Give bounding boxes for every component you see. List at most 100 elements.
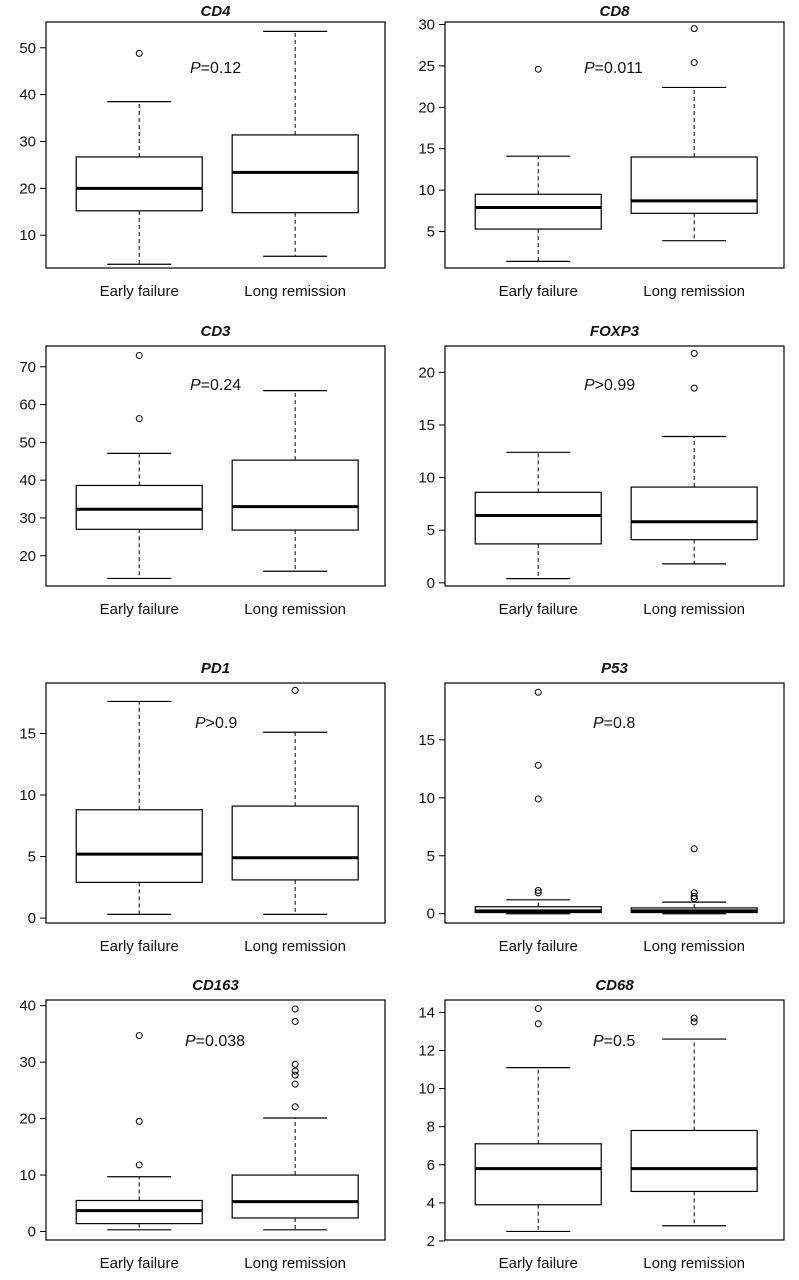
y-tick-label: 15 bbox=[418, 732, 435, 749]
y-tick-label: 0 bbox=[427, 906, 435, 923]
box-iqr bbox=[474, 1143, 602, 1206]
box-iqr bbox=[231, 805, 359, 881]
panel-title: CD163 bbox=[192, 977, 239, 994]
plot-frame bbox=[444, 21, 785, 269]
outlier-point bbox=[690, 892, 698, 900]
x-category-label: Early failure bbox=[499, 601, 578, 618]
outlier-point bbox=[135, 1117, 143, 1125]
y-tick-label: 70 bbox=[19, 359, 36, 376]
box-early-failure bbox=[474, 451, 602, 580]
plot-frame bbox=[45, 682, 386, 924]
y-tick-label: 12 bbox=[418, 1042, 435, 1059]
outlier-point bbox=[690, 25, 698, 33]
box-long-remission bbox=[231, 389, 359, 572]
p-value-label: P=0.011 bbox=[584, 60, 643, 77]
outlier-point bbox=[690, 1014, 698, 1022]
outlier-point bbox=[534, 889, 542, 897]
y-tick-label: 20 bbox=[19, 180, 36, 197]
y-tick-label: 0 bbox=[28, 910, 36, 927]
y-tick-label: 15 bbox=[418, 417, 435, 434]
outlier-point bbox=[534, 887, 542, 895]
y-tick-label: 20 bbox=[418, 99, 435, 116]
outlier-point bbox=[690, 349, 698, 357]
p-value-label: P=0.8 bbox=[593, 715, 635, 732]
y-tick-label: 8 bbox=[427, 1119, 435, 1136]
box-early-failure bbox=[75, 351, 203, 580]
x-category-label: Long remission bbox=[244, 1255, 346, 1272]
outlier-point bbox=[135, 415, 143, 423]
box-iqr bbox=[231, 459, 359, 531]
box-early-failure bbox=[474, 1005, 602, 1233]
panel-pd1: PD1 0 5 10 15 Early failure Long remission P>0.… bbox=[19, 660, 386, 955]
p-value-label: P=0.24 bbox=[190, 377, 241, 394]
plot-frame bbox=[444, 682, 785, 924]
p-value: =0.5 bbox=[604, 1033, 636, 1050]
outlier-point bbox=[135, 351, 143, 359]
box-iqr bbox=[231, 1174, 359, 1219]
box-early-failure bbox=[75, 1032, 203, 1231]
box-iqr bbox=[75, 156, 203, 212]
x-category-label: Early failure bbox=[499, 283, 578, 300]
p-symbol: P bbox=[195, 715, 206, 732]
p-value-label: P>0.9 bbox=[195, 715, 237, 732]
y-tick-label: 40 bbox=[19, 87, 36, 104]
p-symbol: P bbox=[593, 1033, 604, 1050]
panel-cd68: CD68 2 4 6 8 10 12 14 Early failure Long remissio… bbox=[418, 977, 785, 1272]
y-tick-label: 5 bbox=[427, 224, 435, 241]
plot-frame bbox=[45, 345, 386, 587]
panel-title: FOXP3 bbox=[590, 323, 640, 340]
y-tick-label: 0 bbox=[427, 575, 435, 592]
y-tick-label: 30 bbox=[19, 133, 36, 150]
box-iqr bbox=[630, 156, 758, 214]
p-symbol: P bbox=[584, 60, 595, 77]
p-value: =0.8 bbox=[604, 715, 636, 732]
x-category-label: Long remission bbox=[643, 283, 745, 300]
panel-cd163: CD163 0 10 20 30 40 Early failure Long remissio… bbox=[19, 977, 386, 1272]
y-tick-label: 30 bbox=[19, 510, 36, 527]
x-category-label: Early failure bbox=[100, 283, 179, 300]
outlier-point bbox=[135, 49, 143, 57]
p-value-label: P>0.99 bbox=[584, 377, 635, 394]
y-tick-label: 2 bbox=[427, 1233, 435, 1250]
x-category-label: Long remission bbox=[643, 601, 745, 618]
box-long-remission bbox=[630, 1014, 758, 1227]
box-early-failure bbox=[75, 49, 203, 265]
outlier-point bbox=[534, 795, 542, 803]
plot-frame bbox=[45, 999, 386, 1241]
p-symbol: P bbox=[190, 377, 201, 394]
p-symbol: P bbox=[190, 60, 201, 77]
box-early-failure bbox=[474, 65, 602, 262]
box-long-remission bbox=[231, 30, 359, 257]
outlier-point bbox=[291, 1067, 299, 1075]
x-category-label: Long remission bbox=[643, 938, 745, 955]
box-iqr bbox=[630, 1129, 758, 1193]
outlier-point bbox=[690, 1018, 698, 1026]
y-tick-label: 10 bbox=[19, 1167, 36, 1184]
x-category-label: Long remission bbox=[244, 283, 346, 300]
outlier-point bbox=[690, 889, 698, 897]
outlier-point bbox=[291, 686, 299, 694]
box-long-remission bbox=[630, 25, 758, 242]
x-category-label: Early failure bbox=[100, 1255, 179, 1272]
p-value-label: P=0.12 bbox=[190, 60, 241, 77]
outlier-point bbox=[534, 65, 542, 73]
p-value-label: P=0.038 bbox=[185, 1033, 245, 1050]
box-iqr bbox=[630, 486, 758, 541]
y-tick-label: 15 bbox=[19, 725, 36, 742]
panel-cd8: CD8 5 10 15 20 25 30 Early failure Long remissio… bbox=[418, 3, 785, 300]
p-value: =0.038 bbox=[196, 1033, 245, 1050]
panel-foxp3: FOXP3 0 5 10 15 20 Early failure Long remission… bbox=[418, 323, 785, 618]
p-value: =0.011 bbox=[595, 60, 643, 77]
box-early-failure bbox=[75, 700, 203, 915]
plot-frame bbox=[45, 21, 386, 269]
outlier-point bbox=[135, 1161, 143, 1169]
box-iqr bbox=[474, 491, 602, 545]
panel-title: CD68 bbox=[595, 977, 634, 994]
y-tick-label: 30 bbox=[418, 16, 435, 33]
panel-title: CD8 bbox=[599, 3, 630, 20]
x-category-label: Early failure bbox=[100, 938, 179, 955]
y-tick-label: 10 bbox=[19, 227, 36, 244]
y-tick-label: 50 bbox=[19, 40, 36, 57]
panel-p53: P53 0 5 10 15 Early failure Long remission P=0.… bbox=[418, 660, 785, 955]
